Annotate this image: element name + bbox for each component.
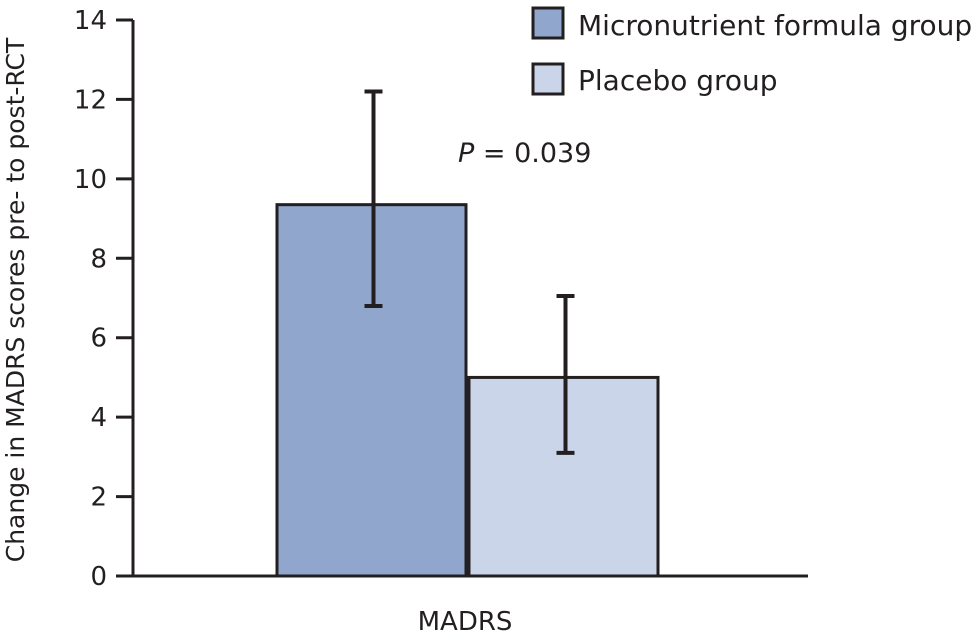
legend-swatch-placebo (531, 62, 565, 96)
y-tick-label: 4 (90, 403, 107, 433)
y-tick-label: 8 (90, 244, 107, 274)
p-value: = 0.039 (474, 138, 591, 169)
y-ticks: 0 2 4 6 8 10 12 14 (74, 6, 133, 592)
y-tick-label: 10 (74, 165, 107, 195)
legend-swatch-micronutrient (531, 6, 565, 40)
legend-label-micronutrient: Micronutrient formula group (578, 9, 972, 42)
legend: Micronutrient formula group Placebo grou… (531, 6, 972, 97)
y-tick-label: 6 (90, 324, 107, 354)
x-category-label: MADRS (418, 607, 513, 632)
legend-label-placebo: Placebo group (578, 64, 778, 97)
p-symbol: P (458, 138, 475, 169)
y-tick-label: 2 (90, 483, 107, 513)
error-bars (364, 89, 575, 455)
y-axis-title: Change in MADRS scores pre- to post-RCT (1, 37, 30, 562)
p-value-annotation: P = 0.039 (458, 138, 591, 169)
y-tick-label: 12 (74, 85, 107, 115)
y-tick-label: 14 (74, 6, 107, 36)
y-tick-label: 0 (90, 562, 107, 592)
bars (275, 203, 660, 578)
